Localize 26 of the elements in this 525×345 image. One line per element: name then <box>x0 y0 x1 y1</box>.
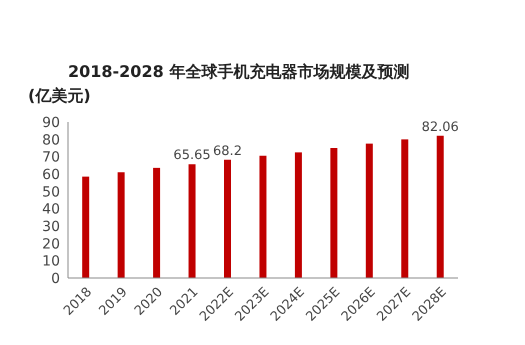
bar <box>366 144 373 278</box>
y-tick-label: 60 <box>42 166 60 183</box>
y-tick-label: 70 <box>42 150 60 166</box>
bar <box>188 164 196 278</box>
data-label: 82.06 <box>422 120 459 135</box>
y-tick-label: 90 <box>42 114 60 131</box>
y-tick-label: 20 <box>42 236 60 252</box>
chart-title: 2018-2028 年全球手机充电器市场规模及预测 <box>68 62 410 83</box>
y-tick-label: 80 <box>42 132 60 148</box>
bar <box>153 168 160 278</box>
bar <box>436 136 444 278</box>
y-tick-label: 0 <box>51 270 60 287</box>
y-axis-title: (亿美元) <box>28 86 91 107</box>
y-tick-label: 30 <box>42 218 60 235</box>
y-tick-label: 50 <box>42 184 60 200</box>
y-tick-label: 40 <box>42 202 60 218</box>
data-label: 65.65 <box>173 148 211 164</box>
y-tick-label: 10 <box>42 254 60 270</box>
bar <box>259 156 266 278</box>
bar <box>224 160 231 278</box>
bar <box>330 148 338 278</box>
bar <box>401 139 408 278</box>
bar <box>118 172 125 278</box>
data-label: 68.2 <box>213 144 242 159</box>
bar <box>82 176 90 278</box>
bar <box>294 152 302 278</box>
